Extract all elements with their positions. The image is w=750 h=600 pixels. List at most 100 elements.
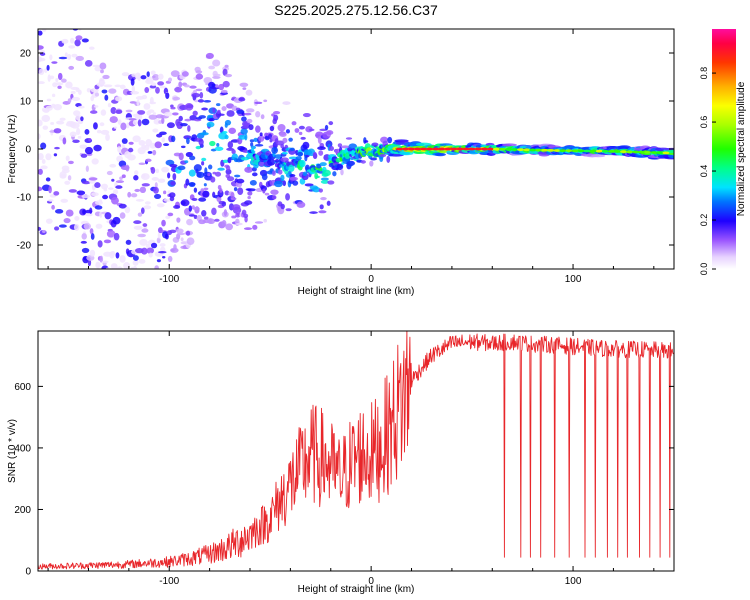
spectrogram-cell — [201, 161, 205, 166]
spectrogram-cell — [165, 92, 170, 100]
spectrogram-ytick-label: 10 — [20, 97, 32, 108]
spectrogram-cell — [140, 173, 150, 181]
spectrogram-cell — [60, 198, 69, 203]
spectrogram-cell — [110, 263, 118, 269]
spectrogram-cell — [114, 275, 119, 278]
spectrogram-cell — [137, 110, 146, 115]
spectrogram-cell — [78, 89, 82, 95]
spectrogram-cell — [254, 221, 264, 224]
snr-xtick-label: 100 — [565, 576, 582, 587]
spectrogram-cell — [121, 270, 124, 277]
spectrogram-cell — [65, 81, 73, 89]
spectrogram-cell — [54, 209, 64, 214]
spectrogram-cell — [55, 82, 64, 86]
spectrogram-cell — [243, 112, 252, 116]
spectrogram-cell — [44, 68, 48, 73]
spectrogram-cell — [197, 99, 205, 103]
spectrogram-cell — [147, 109, 155, 114]
spectrogram-cell — [163, 190, 167, 195]
spectrogram-cell — [247, 196, 251, 200]
spectrogram-cell — [207, 218, 216, 225]
spectrogram-cell — [223, 209, 228, 217]
spectrogram-cell — [277, 169, 283, 175]
spectrogram-cell — [73, 223, 80, 231]
spectrogram-cell — [149, 101, 157, 105]
spectrogram-cell — [58, 224, 67, 228]
spectrogram-cell — [164, 233, 169, 240]
spectrogram-cell — [42, 125, 49, 130]
spectrogram-cell — [136, 99, 140, 107]
spectrogram-cell — [185, 230, 191, 236]
spectrogram-ridge-cell — [408, 147, 416, 151]
spectrogram-cell — [56, 120, 65, 125]
spectrogram-cell — [252, 224, 258, 230]
spectrogram-cell — [99, 122, 105, 127]
spectrogram-cell — [115, 96, 123, 102]
spectrogram-cell — [328, 121, 334, 126]
spectrogram-cell — [77, 105, 85, 109]
spectrogram-cell — [68, 45, 76, 49]
spectrogram-cell — [133, 175, 139, 181]
spectrogram-ridge-cell — [529, 148, 537, 152]
spectrogram-cell — [41, 114, 51, 123]
spectrogram-cell — [64, 52, 68, 58]
spectrogram-cell — [195, 73, 204, 80]
spectrogram-cell — [140, 207, 145, 215]
spectrogram-cell — [168, 192, 176, 198]
spectrogram-cell — [160, 246, 166, 253]
spectrogram-cell — [83, 222, 92, 230]
spectrogram-cell — [108, 88, 117, 94]
spectrogram-cell — [119, 212, 126, 219]
spectrogram-cell — [189, 114, 197, 121]
spectrogram-cell — [300, 136, 306, 140]
spectrogram-cell — [202, 190, 210, 198]
spectrogram-cell — [156, 259, 162, 263]
spectrogram-cell — [138, 140, 146, 146]
spectrogram-cell — [58, 0, 63, 2]
spectrogram-cell — [318, 188, 324, 193]
spectrogram-cell — [157, 250, 167, 254]
spectrogram-cell — [96, 129, 102, 134]
spectrogram-cell — [216, 142, 220, 147]
spectrogram-cell — [224, 134, 229, 140]
spectrogram-ridge-cell — [462, 147, 470, 151]
spectrogram-cell — [57, 72, 63, 81]
spectrogram-cell — [167, 255, 173, 263]
spectrogram-cell — [270, 189, 279, 195]
spectrogram-ridge-cell — [535, 148, 543, 152]
spectrogram-cell — [192, 110, 198, 116]
snr-xlabel: Height of straight line (km) — [298, 584, 415, 595]
spectrogram-cell — [80, 153, 88, 158]
spectrogram-cell — [222, 80, 230, 88]
spectrogram-cell — [38, 186, 43, 192]
spectrogram-cell — [71, 96, 81, 102]
spectrogram-cell — [185, 178, 190, 186]
spectrogram-cell — [332, 171, 337, 177]
spectrogram-cell — [590, 154, 606, 158]
spectrogram-cell — [144, 87, 150, 93]
snr-ytick-label: 0 — [25, 567, 31, 578]
spectrogram-cell — [41, 159, 46, 165]
spectrogram-cell — [102, 74, 110, 80]
spectrogram-cell — [258, 135, 265, 142]
spectrogram-cell — [81, 233, 87, 240]
spectrogram-ridge-cell — [638, 150, 646, 154]
spectrogram-cell — [195, 88, 203, 92]
spectrogram-cell — [205, 52, 214, 59]
spectrogram-cell — [266, 158, 276, 166]
spectrogram-cell — [282, 180, 287, 187]
spectrogram-cell — [242, 87, 247, 90]
spectrogram-cell — [76, 190, 86, 196]
spectrogram-cell — [145, 243, 151, 249]
spectrogram-cell — [56, 2, 62, 6]
spectrogram-cell — [174, 86, 183, 93]
spectrogram-cell — [238, 97, 246, 102]
spectrogram-ridge-cell — [444, 147, 452, 151]
spectrogram-cell — [108, 187, 114, 190]
spectrogram-cell — [107, 102, 112, 108]
spectrogram-cell — [250, 142, 254, 147]
spectrogram-cell — [81, 38, 89, 43]
spectrogram-cell — [200, 132, 209, 136]
spectrogram-cell — [370, 157, 378, 161]
spectrogram-cell — [38, 45, 44, 50]
